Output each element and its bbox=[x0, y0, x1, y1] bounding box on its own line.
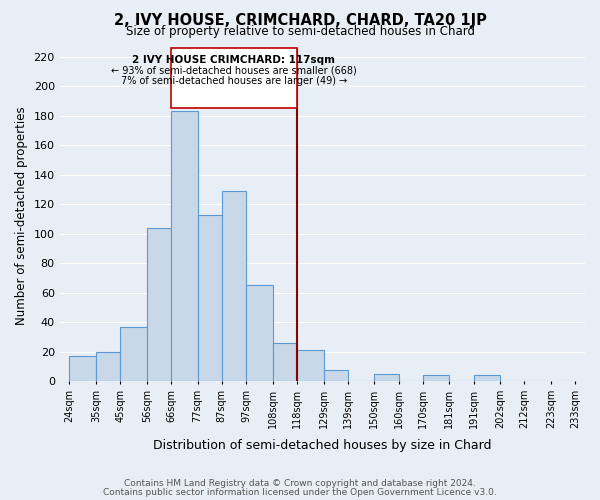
Bar bbox=[171, 48, 297, 108]
Text: Contains public sector information licensed under the Open Government Licence v3: Contains public sector information licen… bbox=[103, 488, 497, 497]
X-axis label: Distribution of semi-detached houses by size in Chard: Distribution of semi-detached houses by … bbox=[153, 440, 491, 452]
Bar bbox=[374, 374, 398, 382]
Bar bbox=[273, 343, 297, 382]
Bar bbox=[473, 376, 500, 382]
Bar bbox=[171, 111, 197, 382]
Text: 2, IVY HOUSE, CRIMCHARD, CHARD, TA20 1JP: 2, IVY HOUSE, CRIMCHARD, CHARD, TA20 1JP bbox=[113, 12, 487, 28]
Text: Contains HM Land Registry data © Crown copyright and database right 2024.: Contains HM Land Registry data © Crown c… bbox=[124, 478, 476, 488]
Bar bbox=[120, 327, 147, 382]
Bar bbox=[197, 214, 222, 382]
Bar bbox=[323, 370, 348, 382]
Y-axis label: Number of semi-detached properties: Number of semi-detached properties bbox=[15, 106, 28, 324]
Bar bbox=[297, 350, 323, 382]
Bar bbox=[222, 191, 246, 382]
Text: ← 93% of semi-detached houses are smaller (668): ← 93% of semi-detached houses are smalle… bbox=[111, 66, 357, 76]
Bar bbox=[147, 228, 171, 382]
Bar bbox=[423, 376, 449, 382]
Bar bbox=[70, 356, 96, 382]
Bar bbox=[246, 286, 273, 382]
Bar bbox=[96, 352, 120, 382]
Text: Size of property relative to semi-detached houses in Chard: Size of property relative to semi-detach… bbox=[125, 25, 475, 38]
Text: 7% of semi-detached houses are larger (49) →: 7% of semi-detached houses are larger (4… bbox=[121, 76, 347, 86]
Text: 2 IVY HOUSE CRIMCHARD: 117sqm: 2 IVY HOUSE CRIMCHARD: 117sqm bbox=[133, 55, 335, 65]
